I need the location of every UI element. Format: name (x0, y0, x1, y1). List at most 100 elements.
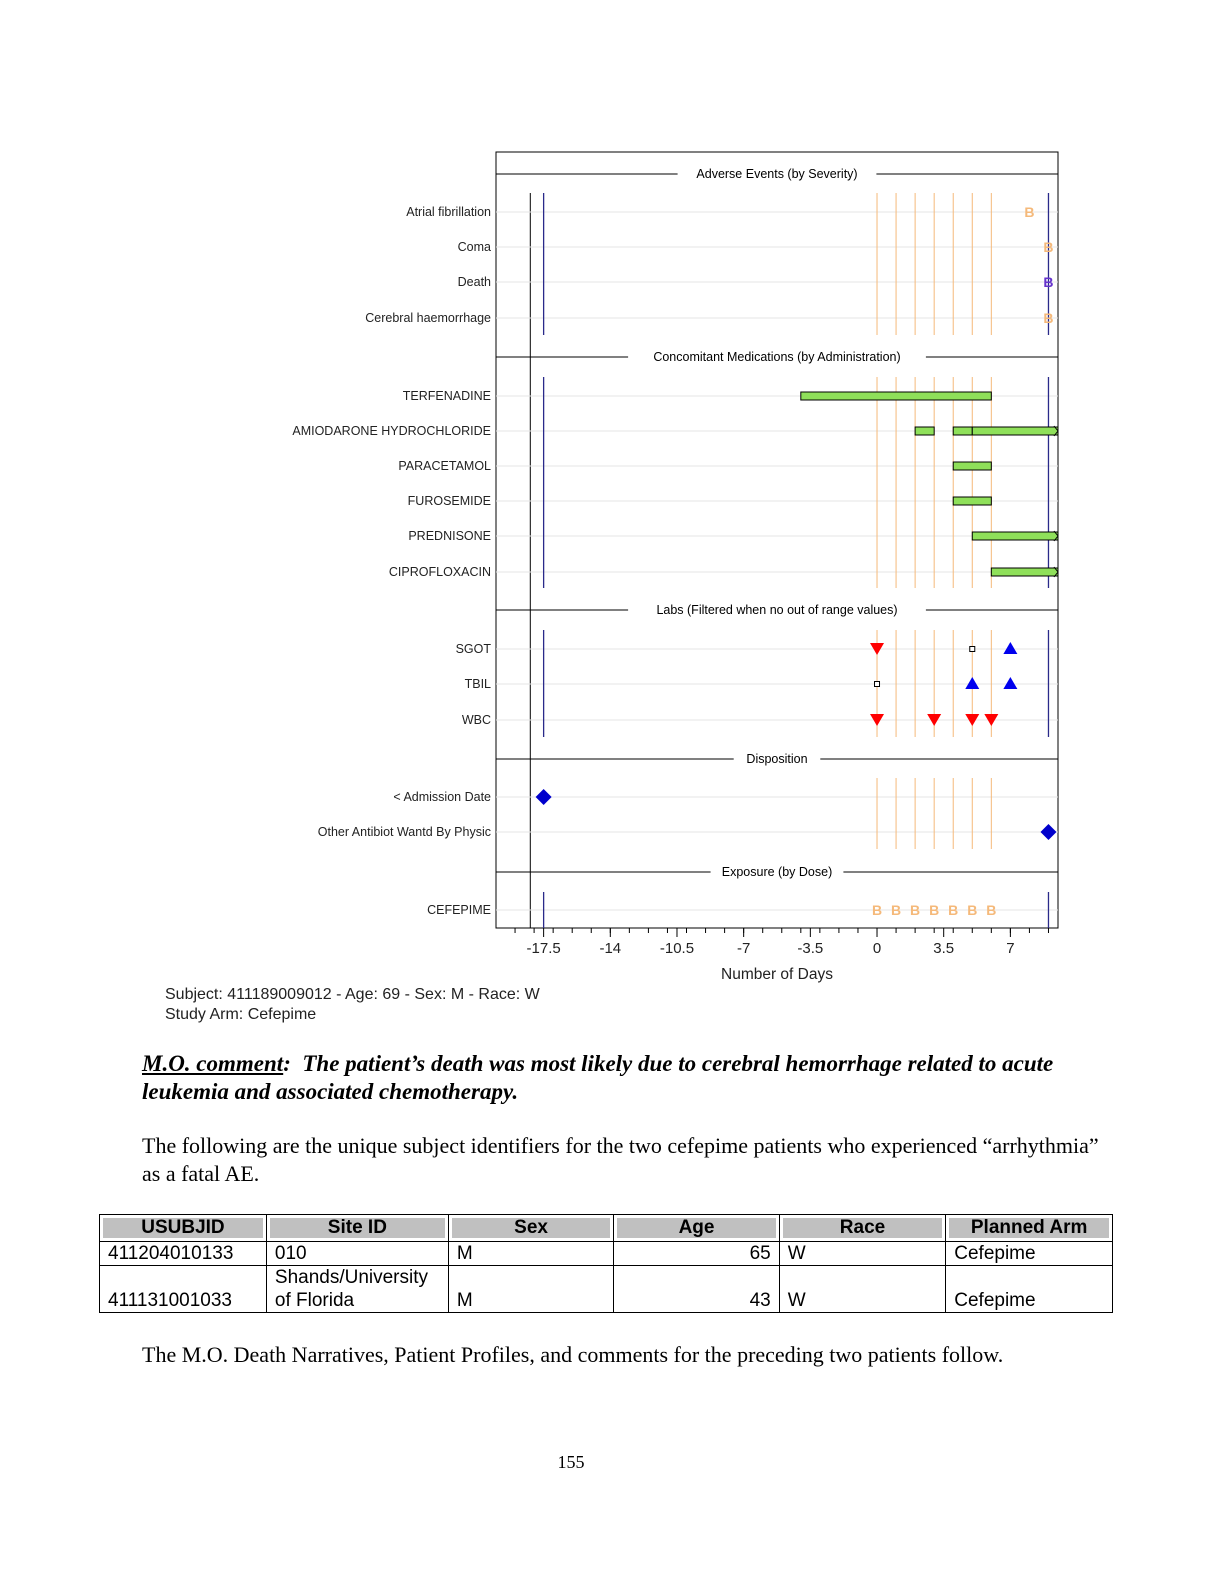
section-title-bg (628, 602, 926, 618)
chart-study-arm-caption: Study Arm: Cefepime (165, 1006, 317, 1023)
medication-bar (971, 531, 1059, 541)
row-label: CEFEPIME (427, 903, 491, 917)
severity-marker: B (1024, 204, 1034, 220)
section-title-bg (628, 349, 926, 365)
cell-planned-arm: Cefepime (945, 1265, 1113, 1313)
severity-marker: B (948, 902, 958, 918)
mo-comment-text: The patient’s death was most likely due … (142, 1051, 1054, 1104)
row-label: Other Antibiot Wantd By Physic (318, 825, 491, 839)
x-tick-label: -17.5 (527, 940, 561, 957)
col-header-usubjid: USUBJID (99, 1214, 267, 1242)
table-header-row: USUBJID Site ID Sex Age Race Planned Arm (99, 1214, 1113, 1242)
cell-age: 65 (613, 1241, 780, 1266)
row-label: TBIL (465, 677, 491, 691)
x-tick-label: -3.5 (797, 940, 823, 957)
col-header-site-id: Site ID (265, 1214, 449, 1242)
row-label: WBC (462, 713, 491, 727)
severity-marker: B (910, 902, 920, 918)
cell-sex: M (447, 1265, 615, 1313)
row-label: < Admission Date (393, 790, 491, 804)
section-title-bg (710, 864, 844, 880)
low-value-marker (984, 714, 999, 726)
x-tick-label: 3.5 (933, 940, 954, 957)
section-title: Disposition (746, 752, 807, 766)
subject-id-table: USUBJID Site ID Sex Age Race Planned Arm… (99, 1214, 1113, 1313)
mo-comment-label: M.O. comment (142, 1051, 284, 1076)
mo-comment: M.O. comment: The patient’s death was mo… (142, 1050, 1102, 1106)
cell-race: W (778, 1241, 947, 1266)
row-label: TERFENADINE (403, 389, 491, 403)
severity-marker: B (1043, 239, 1053, 255)
low-value-marker (965, 714, 980, 726)
cell-site-id: 010 (265, 1241, 449, 1266)
x-tick-label: 7 (1006, 940, 1014, 957)
high-value-marker (1003, 642, 1018, 654)
normal-value-marker (969, 646, 976, 652)
x-axis-label: Number of Days (721, 966, 833, 983)
cell-usubjid: 411204010133 (99, 1241, 267, 1266)
patient-profile-chart: Adverse Events (by Severity) Atrial fibri… (292, 151, 1059, 983)
table-row: 411131001033 Shands/University of Florid… (99, 1265, 1113, 1313)
row-label: CIPROFLOXACIN (389, 565, 491, 579)
disposition-marker (535, 789, 552, 805)
closing-paragraph: The M.O. Death Narratives, Patient Profi… (142, 1342, 1004, 1367)
normal-value-marker (874, 681, 881, 687)
severity-marker: B (891, 902, 901, 918)
row-label: Coma (458, 240, 491, 254)
low-value-marker (870, 643, 885, 655)
chart-subject-caption: Subject: 411189009012 - Age: 69 - Sex: M… (165, 986, 540, 1003)
intro-paragraph: The following are the unique subject ide… (142, 1133, 1099, 1186)
severity-marker: B (967, 902, 977, 918)
x-tick-label: -14 (599, 940, 621, 957)
col-header-sex: Sex (447, 1214, 615, 1242)
section-title: Adverse Events (by Severity) (696, 167, 857, 181)
severity-marker: B (986, 902, 996, 918)
cell-age: 43 (613, 1265, 780, 1313)
disposition-marker (1040, 824, 1057, 840)
medication-bar (952, 426, 973, 436)
row-label: Death (458, 275, 491, 289)
medication-bar (952, 461, 992, 471)
section-title: Labs (Filtered when no out of range valu… (656, 603, 897, 617)
section-title: Exposure (by Dose) (722, 865, 832, 879)
severity-marker: B (1043, 274, 1053, 290)
medication-bar (952, 496, 992, 506)
low-value-marker (870, 714, 885, 726)
row-label: PREDNISONE (408, 529, 491, 543)
cell-site-id: Shands/University of Florida (265, 1265, 449, 1313)
severity-marker: B (872, 902, 882, 918)
row-label: PARACETAMOL (398, 459, 491, 473)
cell-planned-arm: Cefepime (945, 1241, 1113, 1266)
ongoing-arrow (1053, 425, 1059, 437)
row-label: FUROSEMIDE (408, 494, 491, 508)
medication-bar (800, 391, 992, 401)
ongoing-arrow (1053, 530, 1059, 542)
col-header-age: Age (613, 1214, 780, 1242)
col-header-race: Race (778, 1214, 947, 1242)
section-title: Concomitant Medications (by Administrati… (653, 350, 900, 364)
medication-bar (990, 567, 1059, 577)
page-number: 155 (557, 1452, 585, 1472)
high-value-marker (965, 677, 980, 689)
mo-comment-colon: : (283, 1051, 291, 1076)
low-value-marker (927, 714, 942, 726)
x-tick-label: 0 (873, 940, 881, 957)
severity-marker: B (929, 902, 939, 918)
section-title-bg (677, 166, 877, 182)
severity-marker: B (1043, 310, 1053, 326)
x-tick-label: -7 (737, 940, 750, 957)
medication-bar (971, 426, 1059, 436)
row-label: Atrial fibrillation (406, 205, 491, 219)
cell-race: W (778, 1265, 947, 1313)
cell-sex: M (447, 1241, 615, 1266)
medication-bar (914, 426, 935, 436)
row-label: SGOT (456, 642, 492, 656)
section-title-bg (733, 751, 821, 767)
cell-usubjid: 411131001033 (99, 1265, 267, 1313)
col-header-planned-arm: Planned Arm (945, 1214, 1113, 1242)
ongoing-arrow (1053, 566, 1059, 578)
row-label: Cerebral haemorrhage (365, 311, 491, 325)
row-label: AMIODARONE HYDROCHLORIDE (292, 424, 491, 438)
table-row: 411204010133 010 M 65 W Cefepime (99, 1241, 1113, 1266)
x-tick-label: -10.5 (660, 940, 694, 957)
